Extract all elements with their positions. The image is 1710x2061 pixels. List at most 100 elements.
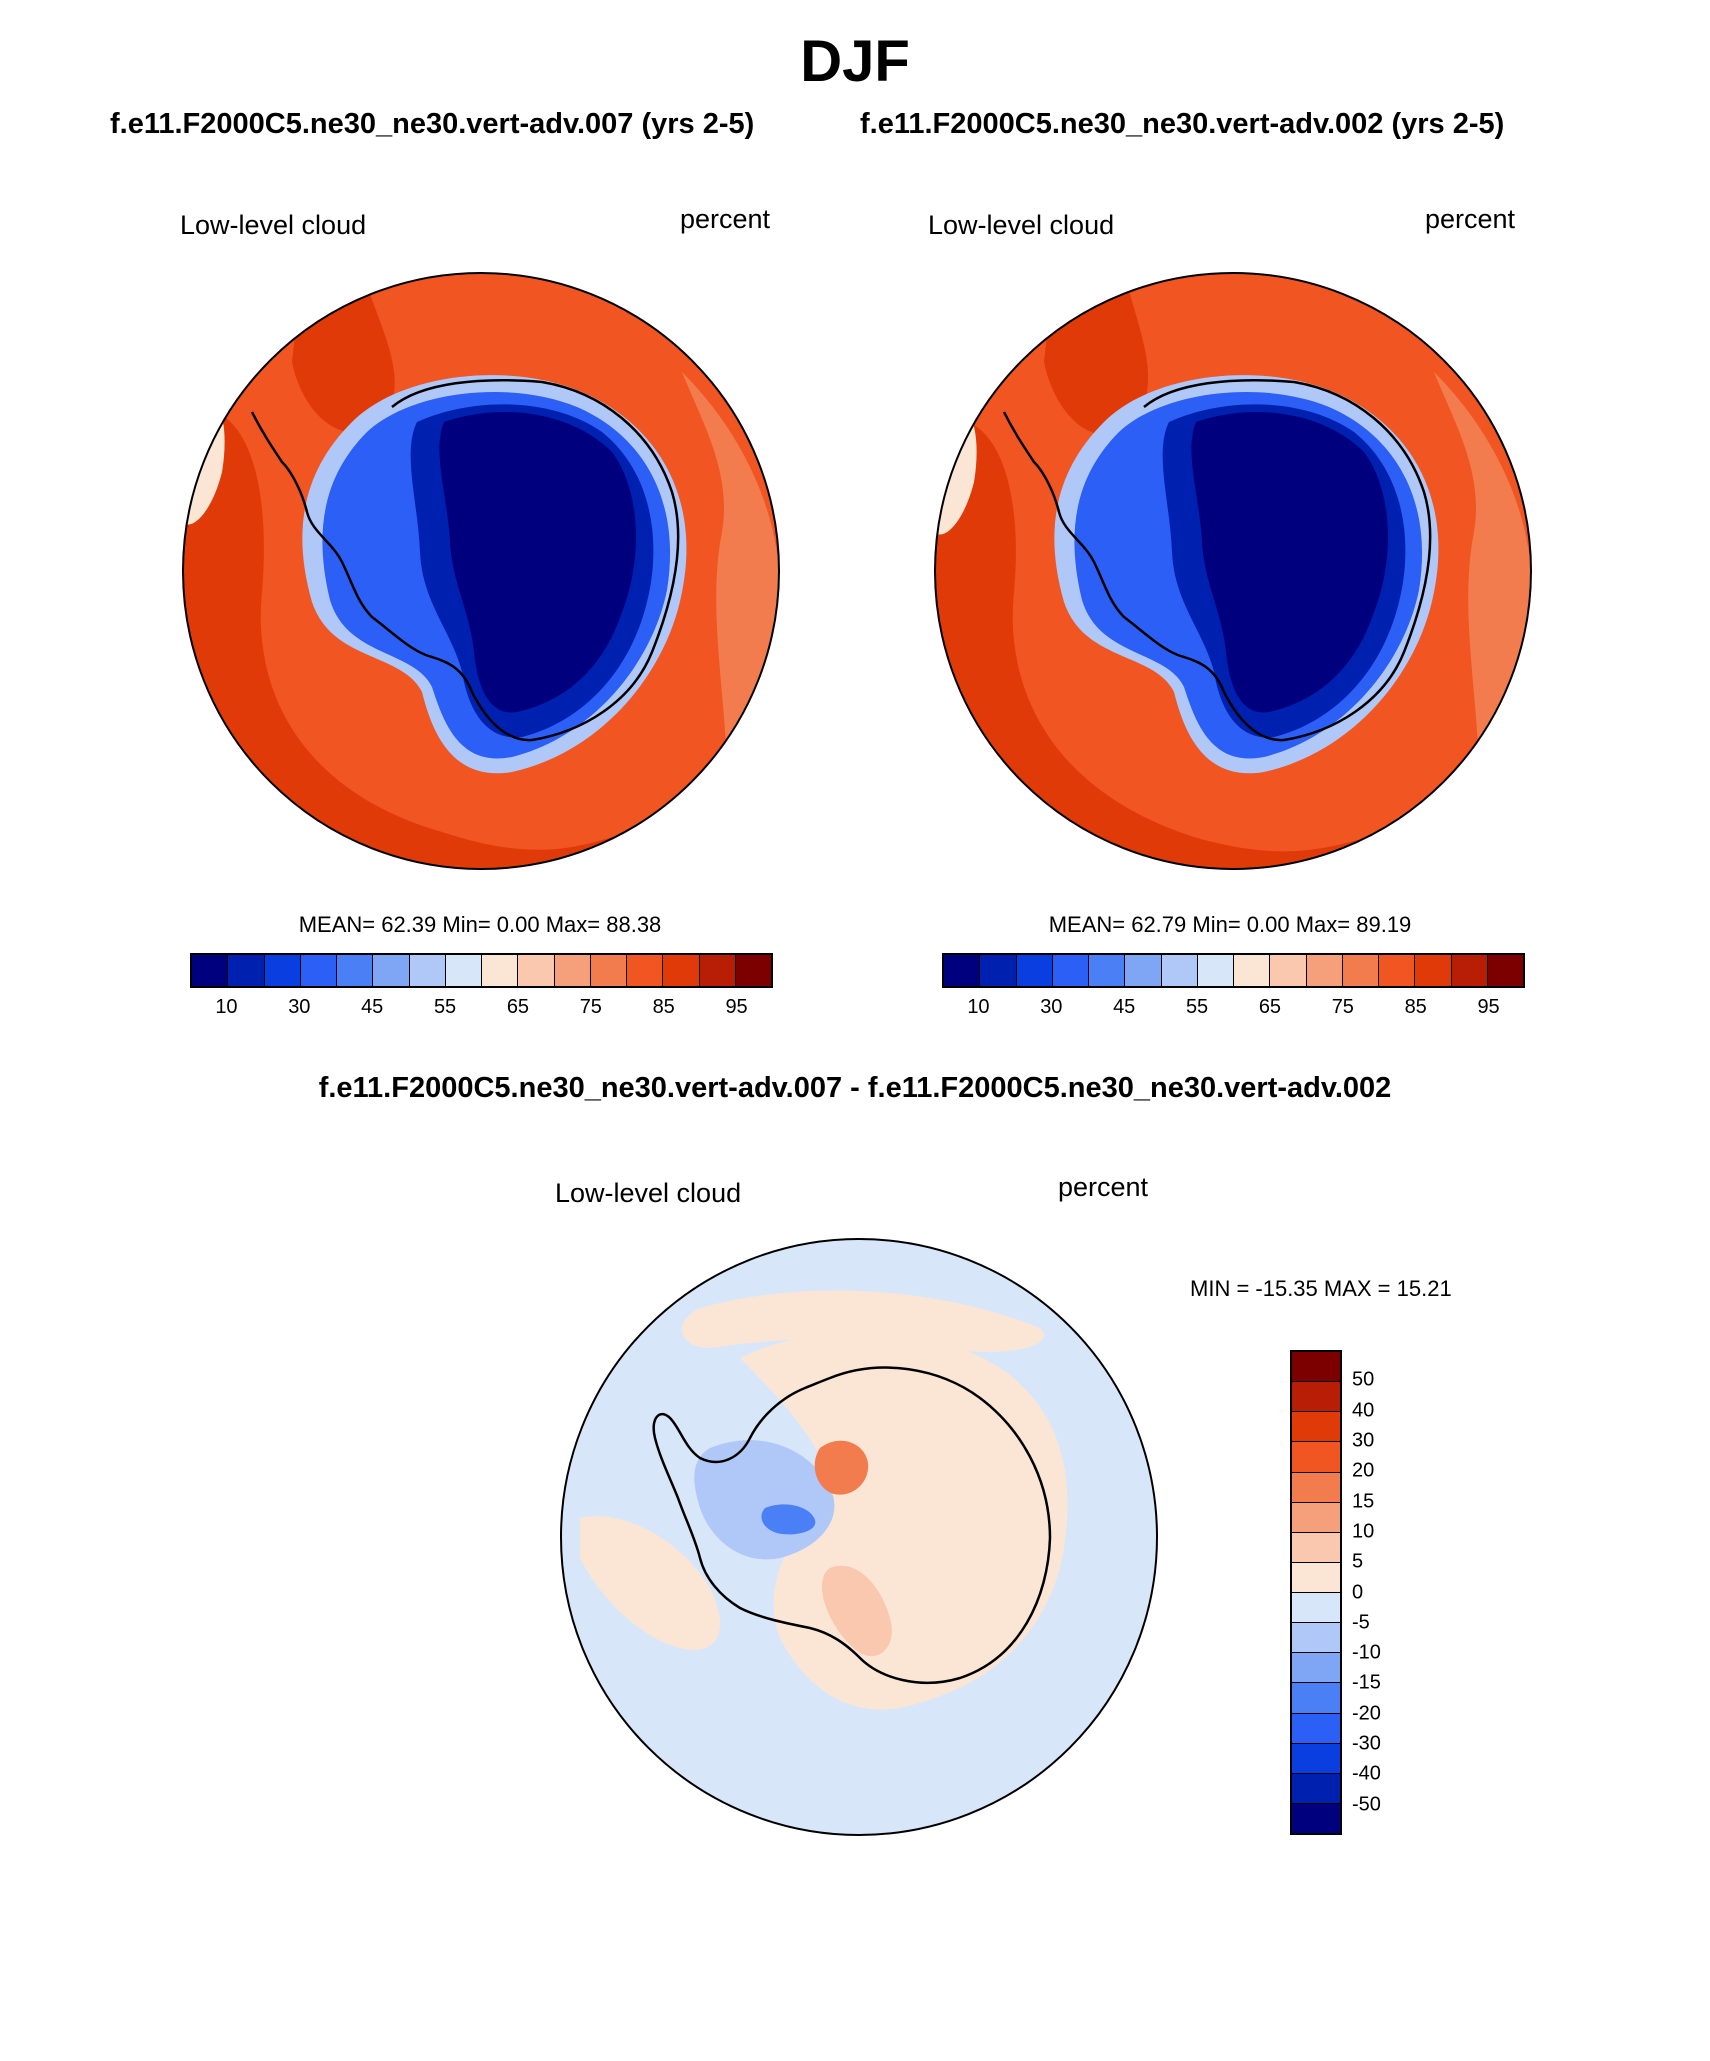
panel1-colorbar-swatch: [445, 955, 482, 986]
panel2-colorbar-tick-label: 65: [1258, 996, 1282, 1018]
panel2-colorbar-tick-label: 75: [1331, 996, 1354, 1018]
panel3-positive-spot-south: [822, 1565, 892, 1657]
panel3-colorbar-swatch: [1292, 1382, 1340, 1413]
panel3-map-border: [560, 1238, 1158, 1836]
panel3-colorbar-tick-label: -15: [1352, 1671, 1381, 1694]
panel1-colorbar-swatch: [192, 955, 229, 986]
panel3-colorbar-swatch: [1292, 1773, 1340, 1804]
panel2-stats: MEAN= 62.79 Min= 0.00 Max= 89.19: [1048, 912, 1412, 937]
panel1-colorbar-swatch: [554, 955, 591, 986]
panel1-colorbar-swatch: [627, 955, 664, 986]
case1-title: f.e11.F2000C5.ne30_ne30.vert-adv.007 (yr…: [110, 108, 755, 140]
panel2-colorbar-swatch: [1306, 955, 1343, 986]
panel3-colorbar-swatch: [1292, 1803, 1340, 1833]
panel3-colorbar-swatch: [1292, 1683, 1340, 1714]
panel2-colorbar-tick-label: 85: [1404, 996, 1427, 1018]
panel1-colorbar-tick-label: 85: [652, 996, 675, 1018]
panel2-colorbar-swatch: [1125, 955, 1162, 986]
panel3-stats: MIN = -15.35 MAX = 15.21: [1190, 1276, 1452, 1301]
panel1-colorbar-swatch: [663, 955, 700, 986]
panel2-colorbar-tick-label: 45: [1113, 996, 1136, 1018]
panel3-colorbar-tick-label: 10: [1352, 1520, 1375, 1543]
panel2-colorbar-ticks: 10 30 45 55 65 75 85 95: [942, 996, 1525, 1022]
panel3-negative-core: [761, 1504, 816, 1535]
panel2-ocean-band-west: [935, 418, 1404, 869]
panel3-colorbar-tick-label: -20: [1352, 1702, 1381, 1725]
panel3-colorbar-tick-label: -30: [1352, 1732, 1381, 1755]
panel1-colorbar-tick-label: 10: [215, 996, 238, 1018]
panel3-colorbar-tick-label: -50: [1352, 1793, 1381, 1816]
panel3-colorbar-tick-label: 30: [1352, 1429, 1375, 1452]
panel2-colorbar-swatch: [1451, 955, 1488, 986]
panel1-coastline: [250, 379, 680, 742]
panel1-colorbar: [190, 953, 773, 988]
panel2-colorbar-tick-label: 30: [1040, 996, 1063, 1018]
panel3-colorbar-swatch: [1292, 1472, 1340, 1503]
panel3-colorbar-ticks: 50 40 30 20 15 10 5 0 -5 -10 -15 -20 -30 -40 -50: [1352, 1350, 1432, 1835]
panel3-positive-region-west: [580, 1516, 720, 1650]
panel3-colorbar-tick-label: 5: [1352, 1550, 1364, 1573]
panel2-variable-label: Low-level cloud: [928, 210, 1115, 240]
panel1-colorbar-swatch: [264, 955, 301, 986]
panel1-colorbar-swatch: [373, 955, 410, 986]
panel2-colorbar-tick-label: 55: [1185, 996, 1209, 1018]
panel1-colorbar-swatch: [300, 955, 337, 986]
panel2-colorbar-swatch: [1342, 955, 1379, 986]
panel3-variable-label: Low-level cloud: [555, 1178, 742, 1208]
panel1-colorbar-swatch: [735, 955, 771, 986]
panel1-ocean-band-west: [183, 408, 642, 869]
panel1-stats: MEAN= 62.39 Min= 0.00 Max= 88.38: [298, 912, 662, 937]
panel3-colorbar-swatch: [1292, 1653, 1340, 1684]
panel2-colorbar-swatch: [1270, 955, 1307, 986]
panel3-colorbar-swatch: [1292, 1412, 1340, 1443]
panel3-positive-region-east: [740, 1332, 1068, 1710]
panel2-colorbar-swatch: [944, 955, 981, 986]
panel2-colorbar: [942, 953, 1525, 988]
case2-title: f.e11.F2000C5.ne30_ne30.vert-adv.002 (yr…: [860, 108, 1505, 140]
panel2-colorbar-tick-label: 95: [1477, 996, 1500, 1018]
panel1-colorbar-tick-label: 55: [433, 996, 457, 1018]
panel3-colorbar-tick-label: -5: [1352, 1611, 1370, 1634]
panel3-colorbar-tick-label: 40: [1352, 1399, 1375, 1422]
panel3-colorbar: [1290, 1350, 1342, 1835]
panel3-colorbar-tick-label: 0: [1352, 1581, 1364, 1603]
panel2-colorbar-swatch: [1234, 955, 1271, 986]
panel1-colorbar-swatch: [518, 955, 555, 986]
panel3-colorbar-tick-label: -40: [1352, 1762, 1381, 1785]
panel1-colorbar-tick-label: 30: [288, 996, 311, 1018]
panel2-colorbar-swatch: [1052, 955, 1089, 986]
panel2-colorbar-swatch: [1197, 955, 1234, 986]
panel2-ice-core: [1191, 412, 1388, 713]
panel3-colorbar-swatch: [1292, 1352, 1340, 1383]
diff-title: f.e11.F2000C5.ne30_ne30.vert-adv.007 - f…: [318, 1072, 1392, 1104]
panel3-colorbar-swatch: [1292, 1562, 1340, 1593]
panel2-colorbar-swatch: [1161, 955, 1198, 986]
figure-title: DJF: [800, 29, 910, 94]
panel2-map-border: [934, 272, 1532, 870]
panel3-colorbar-swatch: [1292, 1593, 1340, 1624]
panel2-colorbar-swatch: [1415, 955, 1452, 986]
panel1-units-label: percent: [680, 204, 771, 234]
panel1-colorbar-tick-label: 65: [506, 996, 530, 1018]
panel1-colorbar-tick-label: 45: [361, 996, 384, 1018]
panel3-positive-spot-north: [814, 1440, 869, 1495]
panel3-colorbar-swatch: [1292, 1743, 1340, 1774]
panel3-colorbar-swatch: [1292, 1713, 1340, 1744]
panel3-colorbar-swatch: [1292, 1502, 1340, 1533]
panel3-units-label: percent: [1058, 1172, 1149, 1202]
panel3-colorbar-tick-label: 20: [1352, 1459, 1375, 1482]
panel2-colorbar-swatch: [980, 955, 1017, 986]
panel1-colorbar-swatch: [699, 955, 736, 986]
panel2-colorbar-swatch: [1379, 955, 1416, 986]
panel2-units-label: percent: [1425, 204, 1516, 234]
panel2-colorbar-swatch: [1089, 955, 1126, 986]
panel2-coastline: [1002, 379, 1432, 742]
panel1-polar-map: [182, 272, 780, 870]
panel1-colorbar-tick-label: 95: [725, 996, 748, 1018]
panel3-coastline: [652, 1366, 1052, 1685]
panel1-ice-core: [439, 412, 636, 713]
panel1-colorbar-swatch: [482, 955, 519, 986]
panel1-colorbar-swatch: [228, 955, 265, 986]
panel3-colorbar-swatch: [1292, 1623, 1340, 1654]
panel1-colorbar-swatch: [337, 955, 374, 986]
